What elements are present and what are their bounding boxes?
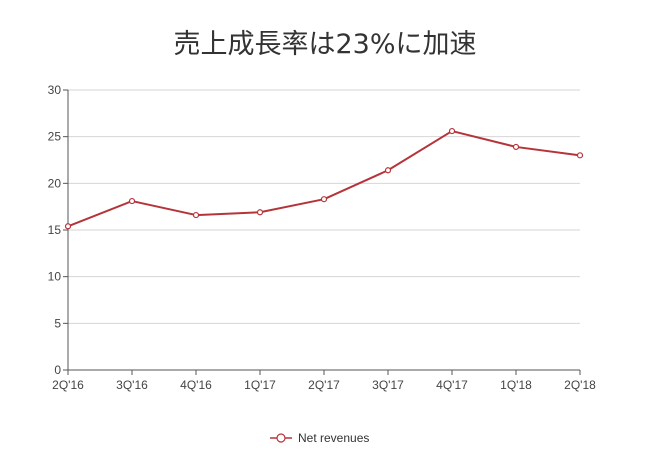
y-axis-ticks: 0 5 10 15 20 25 30 bbox=[48, 83, 68, 377]
x-tick-label: 2Q'17 bbox=[308, 378, 340, 392]
chart-title: 売上成長率は23%に加速 bbox=[173, 29, 477, 60]
legend-marker-icon bbox=[276, 433, 286, 443]
y-tick-label: 25 bbox=[48, 130, 62, 144]
data-point[interactable] bbox=[256, 209, 264, 216]
x-tick-label: 2Q'16 bbox=[52, 378, 84, 392]
data-point[interactable] bbox=[576, 152, 584, 159]
data-point[interactable] bbox=[64, 223, 72, 230]
x-tick-label: 3Q'16 bbox=[116, 378, 148, 392]
legend[interactable]: Net revenues bbox=[270, 431, 369, 445]
data-point[interactable] bbox=[384, 167, 392, 174]
y-tick-label: 20 bbox=[48, 176, 62, 190]
data-point[interactable] bbox=[512, 143, 520, 151]
x-tick-label: 4Q'16 bbox=[180, 378, 212, 392]
y-tick-label: 0 bbox=[54, 363, 61, 377]
legend-label: Net revenues bbox=[298, 431, 369, 445]
grid-lines bbox=[68, 89, 580, 324]
y-tick-label: 5 bbox=[54, 316, 61, 330]
data-point[interactable] bbox=[320, 196, 328, 203]
y-tick-label: 15 bbox=[48, 223, 62, 237]
x-tick-label: 3Q'17 bbox=[372, 378, 404, 392]
x-axis-ticks: 2Q'16 3Q'16 4Q'16 1Q'17 2Q'17 3Q'17 4Q'17 1Q'18… bbox=[52, 370, 596, 392]
x-tick-label: 1Q'17 bbox=[244, 378, 276, 392]
x-tick-label: 2Q'18 bbox=[564, 378, 596, 392]
data-point[interactable] bbox=[128, 197, 136, 205]
y-tick-label: 30 bbox=[48, 83, 62, 97]
y-tick-label: 10 bbox=[48, 270, 62, 284]
data-point[interactable] bbox=[448, 127, 456, 135]
data-point[interactable] bbox=[192, 211, 200, 219]
x-tick-label: 4Q'17 bbox=[436, 378, 468, 392]
series-line bbox=[67, 130, 581, 228]
series-net-revenues bbox=[64, 127, 584, 230]
x-tick-label: 1Q'18 bbox=[500, 378, 532, 392]
